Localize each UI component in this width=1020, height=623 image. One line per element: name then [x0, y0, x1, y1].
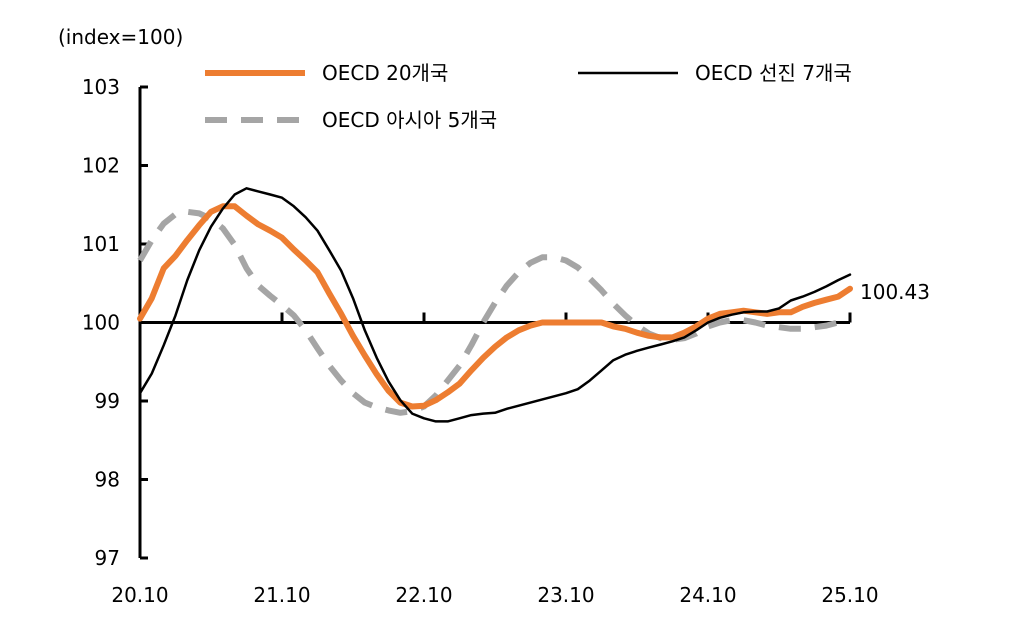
x-tick-label: 20.10	[111, 583, 168, 607]
x-tick-label: 24.10	[679, 583, 736, 607]
legend-label-2: OECD 아시아 5개국	[322, 108, 497, 132]
y-tick-label: 101	[82, 232, 120, 256]
axes: 97 98 99 100 101 102 103 20.10 21.10 22.10 23.10 24…	[82, 75, 879, 607]
legend: OECD 20개국 OECD 선진 7개국 OECD 아시아 5개국	[205, 61, 852, 132]
legend-label-1: OECD 선진 7개국	[695, 61, 852, 85]
x-tick-label: 25.10	[821, 583, 878, 607]
y-tick-label: 97	[95, 546, 120, 570]
y-tick-label: 98	[95, 468, 120, 492]
series-group	[137, 187, 853, 423]
y-axis-unit-label: (index=100)	[58, 25, 183, 49]
x-tick-label: 22.10	[395, 583, 452, 607]
legend-label-0: OECD 20개국	[322, 61, 448, 85]
y-tick-label: 103	[82, 75, 120, 99]
last-value-annotation: 100.43	[860, 280, 930, 304]
series-line-0	[137, 203, 853, 410]
y-tick-label: 102	[82, 154, 120, 178]
x-tick-label: 21.10	[253, 583, 310, 607]
y-tick-label: 100	[82, 311, 120, 335]
x-tick-label: 23.10	[537, 583, 594, 607]
series-line-1	[138, 187, 852, 423]
y-tick-label: 99	[95, 389, 120, 413]
